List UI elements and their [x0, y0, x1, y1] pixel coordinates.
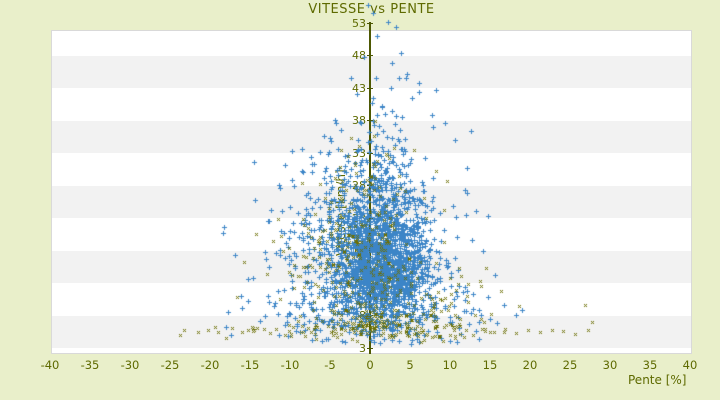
x-tick-label: -40	[40, 358, 60, 372]
x-tick-label: 0	[366, 358, 374, 372]
y-tick-mark	[367, 87, 373, 89]
x-tick-label: -30	[120, 358, 140, 372]
y-tick-mark	[367, 347, 373, 349]
x-tick-label: 5	[406, 358, 414, 372]
y-tick-mark	[367, 250, 373, 252]
x-axis-title: Pente [%]	[628, 373, 687, 387]
y-tick-mark	[367, 55, 373, 57]
y-tick-mark	[367, 152, 373, 154]
chart-title: VITESSE vs PENTE	[308, 2, 435, 17]
y-axis-title: Vitesse [km/h]	[334, 169, 348, 256]
x-tick-label: 25	[562, 358, 578, 372]
y-tick-mark	[367, 185, 373, 187]
y-tick-label: 48	[352, 49, 366, 63]
y-tick-label: 3	[359, 341, 366, 355]
y-tick-label: 53	[352, 17, 366, 30]
y-tick-mark	[367, 282, 373, 284]
y-tick-label: 13	[352, 276, 366, 290]
x-tick-label: -15	[240, 358, 260, 372]
grid-band	[52, 120, 691, 154]
y-tick-label: 38	[352, 114, 366, 128]
x-tick-label: -20	[200, 358, 220, 372]
x-tick-label: 40	[682, 358, 698, 372]
x-tick-label: 20	[522, 358, 538, 372]
y-tick-label: 33	[352, 146, 366, 160]
y-tick-mark	[367, 217, 373, 219]
x-tick-label: -5	[324, 358, 336, 372]
y-tick-label: 43	[352, 81, 366, 95]
x-tick-label: 15	[482, 358, 498, 372]
y-tick-label: 8	[359, 309, 366, 323]
x-tick-label: 35	[642, 358, 658, 372]
y-tick-mark	[367, 315, 373, 317]
y-tick-mark	[367, 120, 373, 122]
x-tick-label: -35	[80, 358, 100, 372]
grid-band	[52, 185, 691, 219]
grid-band	[52, 55, 691, 89]
x-tick-label: 30	[602, 358, 618, 372]
x-tick-label: 10	[442, 358, 458, 372]
x-tick-label: -10	[280, 358, 300, 372]
x-tick-label: -25	[160, 358, 180, 372]
grid-band	[52, 250, 691, 284]
y-tick-mark	[367, 23, 373, 24]
grid-band	[52, 315, 691, 348]
y-axis-line	[369, 22, 371, 354]
